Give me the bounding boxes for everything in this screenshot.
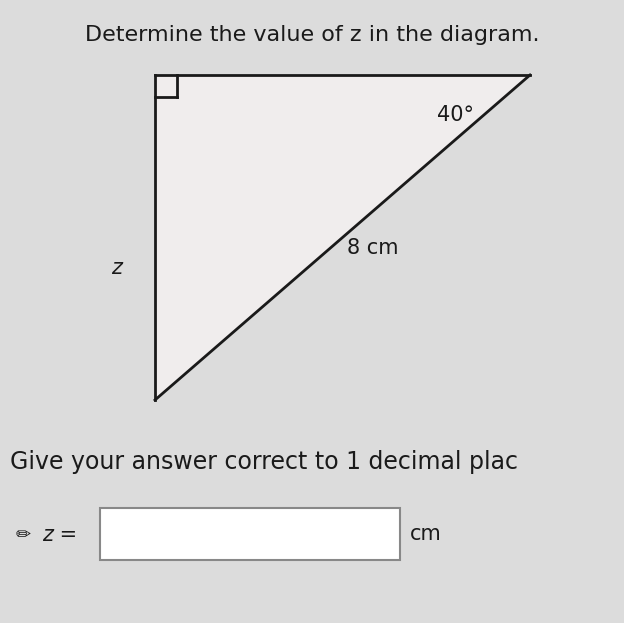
Text: cm: cm (410, 524, 442, 544)
Text: Determine the value of z in the diagram.: Determine the value of z in the diagram. (85, 25, 539, 45)
Text: Give your answer correct to 1 decimal plac: Give your answer correct to 1 decimal pl… (10, 450, 518, 474)
Text: 8 cm: 8 cm (347, 237, 398, 257)
Polygon shape (155, 75, 530, 400)
Text: ✏: ✏ (15, 526, 30, 544)
Text: 40°: 40° (437, 105, 474, 125)
Text: z =: z = (42, 525, 77, 545)
Text: z: z (112, 257, 122, 277)
FancyBboxPatch shape (100, 508, 400, 560)
